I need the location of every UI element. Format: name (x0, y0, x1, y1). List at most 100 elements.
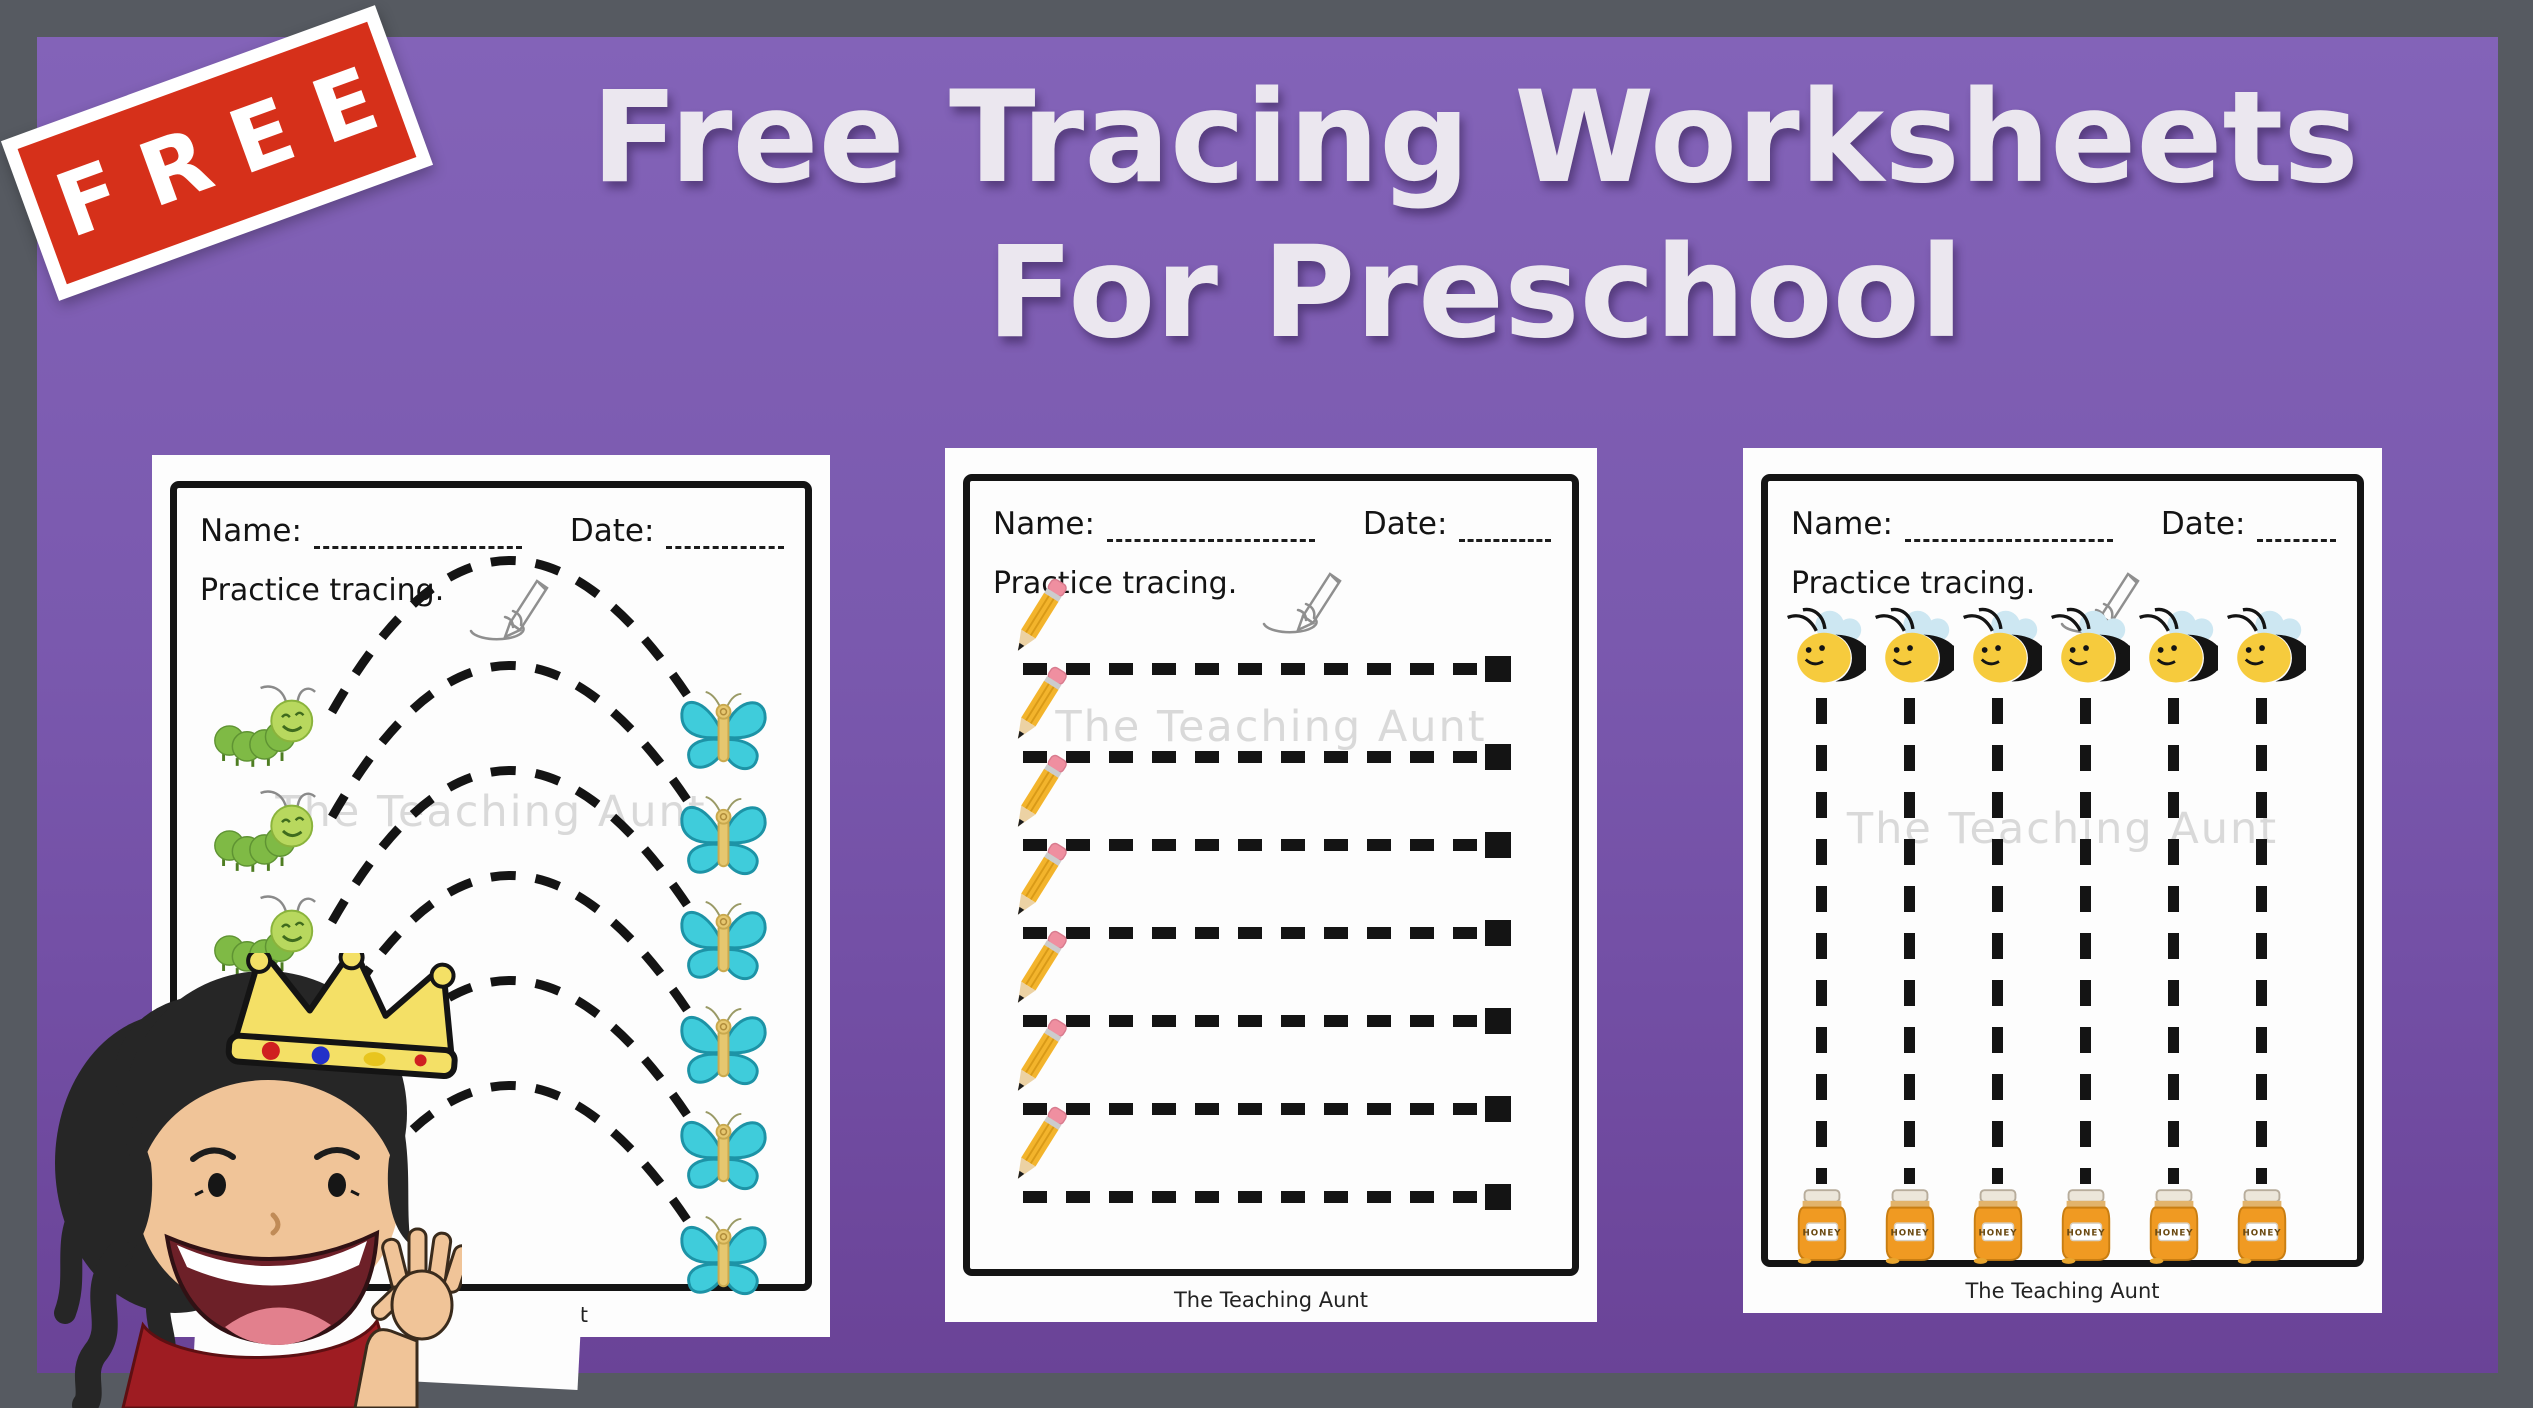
butterfly-icon (680, 795, 767, 876)
pencil-icon (1017, 666, 1067, 739)
arm (353, 1328, 419, 1408)
dashed-vertical-line (1992, 698, 2003, 1184)
caterpillar-icon (208, 785, 320, 873)
honey-jar-icon: HONEY (2231, 1188, 2293, 1266)
bee-icon (1780, 606, 1866, 692)
pencil-icon (1003, 1013, 1069, 1107)
bee-icon (2227, 607, 2306, 683)
practice-row: Practice tracing. (993, 566, 1349, 636)
line-end-square (1485, 1096, 1511, 1122)
bee-icon (2139, 607, 2218, 683)
dashed-arc-path (328, 766, 701, 925)
svg-text:HONEY: HONEY (1890, 1229, 1929, 1239)
svg-text:HONEY: HONEY (2154, 1229, 2193, 1239)
pencil-icon (1017, 1018, 1067, 1091)
name-line (313, 520, 522, 549)
dashed-horizontal-line (1023, 1015, 1483, 1027)
footer-credit: The Teaching Aunt (1173, 1288, 1368, 1312)
tongue (225, 1307, 331, 1345)
butterfly-icon (676, 1108, 770, 1202)
pencil-icon (1017, 842, 1067, 915)
name-line (1106, 513, 1315, 542)
butterfly-icon (680, 1215, 767, 1296)
date-line (666, 520, 784, 549)
hand-writing-doodle-icon (464, 573, 556, 643)
bee-icon (1868, 606, 1954, 692)
butterfly-icon (676, 688, 770, 782)
butterfly-icon (680, 690, 767, 771)
teeth (177, 1241, 367, 1286)
caterpillar-icon (214, 790, 316, 872)
honey-jar-icon: HONEY (2143, 1188, 2205, 1266)
eyebrow-left (190, 1147, 236, 1162)
dashed-arcs-svg (328, 556, 701, 1240)
dashed-vertical-line (2168, 698, 2179, 1184)
honey-jar-icon: HONEY (2149, 1189, 2199, 1264)
svg-text:HONEY: HONEY (2242, 1229, 2281, 1239)
bee-icon (1787, 607, 1866, 683)
line-end-square (1485, 1008, 1511, 1034)
poster-title: Free Tracing Worksheets For Preschool (500, 60, 2450, 370)
butterfly-icon (680, 900, 767, 981)
hair-side-right (387, 1113, 411, 1245)
pencil-icon (1003, 749, 1069, 843)
name-label: Name: (200, 513, 302, 549)
practice-label: Practice tracing. (1791, 566, 2036, 601)
butterfly-icon (676, 898, 770, 992)
sketch-border (963, 474, 1579, 1276)
honey-jar-icon: HONEY (2237, 1189, 2287, 1264)
name-line (1904, 513, 2113, 542)
sketch-border (170, 481, 812, 1291)
bee-icon (2051, 607, 2130, 683)
dashed-arc-path (328, 976, 701, 1135)
hair-side-left (127, 1113, 153, 1255)
eyebrow-right (314, 1147, 360, 1160)
pencil-icon (1017, 930, 1067, 1003)
bee-icon (2132, 606, 2218, 692)
practice-label: Practice tracing. (200, 573, 445, 608)
butterfly-icon (676, 793, 770, 887)
line-end-square (1485, 920, 1511, 946)
bee-icon (1875, 607, 1954, 683)
name-date-row: Name: Date: (993, 506, 1551, 542)
dashed-horizontal-line (1023, 751, 1483, 763)
bee-icon (1963, 607, 2042, 683)
honey-jar-icon: HONEY (1967, 1188, 2029, 1266)
dashed-arc-path (328, 556, 701, 715)
caterpillar-icon (214, 685, 316, 767)
eye-right (328, 1173, 346, 1197)
worksheet-card-lines: Name: Date: Practice tracing. The Teachi… (945, 448, 1597, 1322)
nose (270, 1212, 281, 1236)
hand-writing-doodle-icon (1263, 572, 1342, 634)
hair-curl (72, 1240, 133, 1408)
honey-jar-icon: HONEY (1879, 1188, 1941, 1266)
date-label: Date: (1362, 506, 1448, 542)
pencil-icon (1017, 578, 1067, 651)
dashed-horizontal-line (1023, 663, 1483, 675)
honey-jar-icon: HONEY (1973, 1189, 2023, 1264)
watermark: The Teaching Aunt (1846, 804, 2279, 854)
practice-label: Practice tracing. (993, 566, 1238, 601)
dashed-arc-path (328, 661, 701, 820)
pencil-icon (1003, 925, 1069, 1019)
practice-row: Practice tracing. (200, 573, 556, 643)
pencil-icon (1017, 754, 1067, 827)
dashed-horizontal-line (1023, 839, 1483, 851)
date-label: Date: (2160, 506, 2246, 542)
pencil-icon (1003, 837, 1069, 931)
date-line (1459, 513, 1551, 542)
eye-left (208, 1173, 226, 1197)
dashed-vertical-line (2080, 698, 2091, 1184)
red-shirt (121, 1317, 405, 1408)
hand-writing-doodle-icon (470, 579, 549, 641)
dashed-vertical-line (1816, 698, 1827, 1184)
line-end-square (1485, 1184, 1511, 1210)
date-label: Date: (569, 513, 655, 549)
dashed-arc-path (328, 871, 701, 1030)
eyelashes (194, 1189, 360, 1197)
butterfly-icon (676, 1213, 770, 1307)
pencil-icon (1003, 1101, 1069, 1195)
crown (225, 953, 458, 1080)
footer-credit: The Teaching Aunt (1965, 1279, 2160, 1303)
